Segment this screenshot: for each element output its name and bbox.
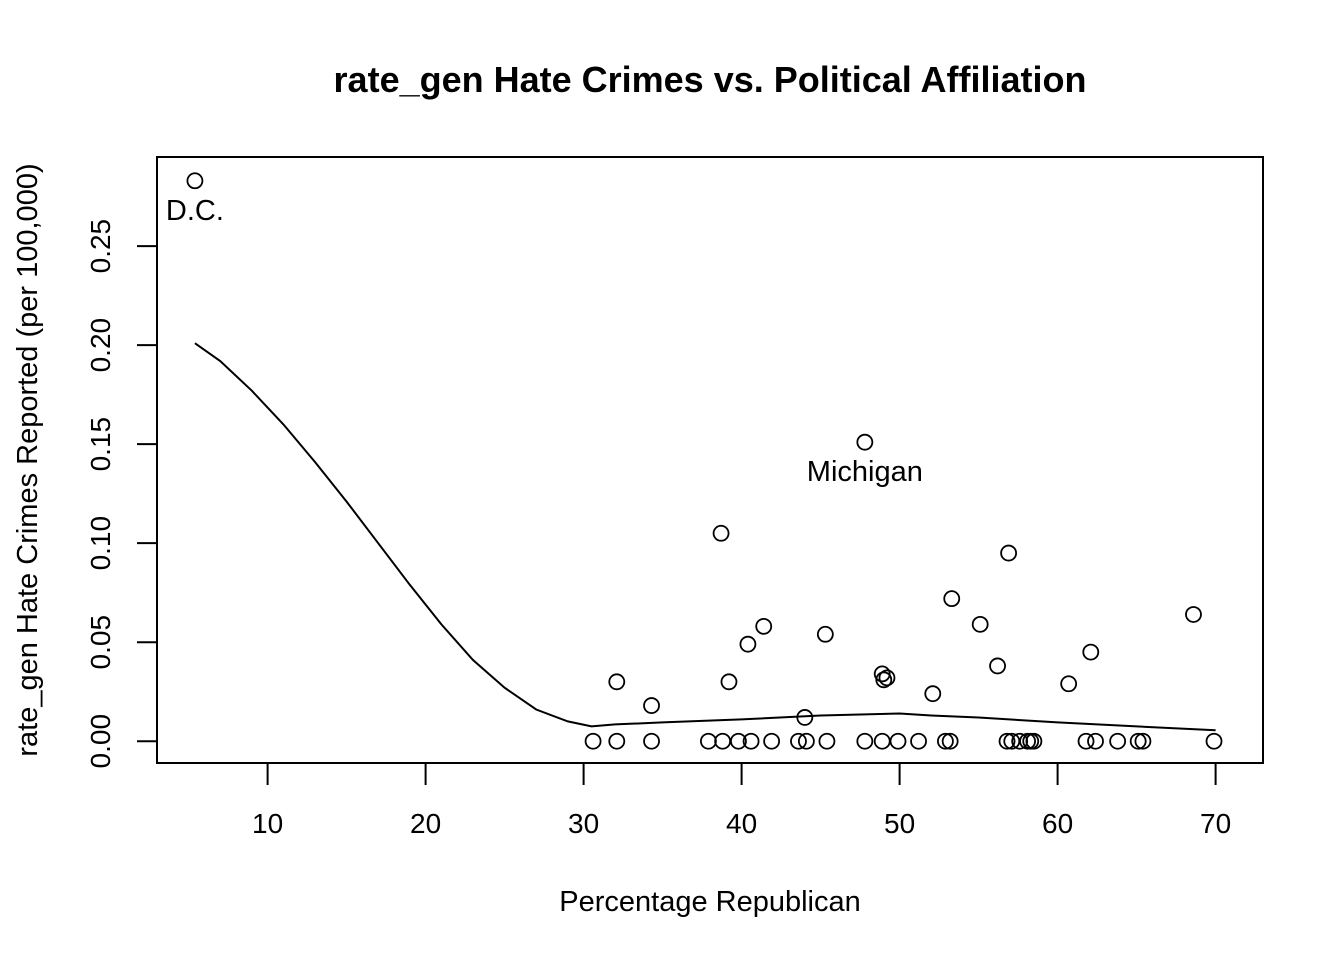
data-point bbox=[998, 732, 1016, 750]
data-point bbox=[937, 732, 954, 750]
data-point bbox=[1087, 732, 1104, 750]
x-tick-label: 30 bbox=[568, 808, 599, 839]
data-point bbox=[1022, 732, 1040, 750]
data-point bbox=[712, 524, 730, 542]
data-point bbox=[818, 732, 836, 750]
data-point bbox=[943, 590, 961, 608]
data-point bbox=[730, 732, 747, 750]
data-point bbox=[1077, 732, 1095, 750]
data-point bbox=[1060, 675, 1078, 693]
x-axis-label: Percentage Republican bbox=[559, 886, 860, 918]
y-tick-label: 0.00 bbox=[85, 714, 116, 769]
smooth-trend-line bbox=[194, 342, 1216, 732]
data-point bbox=[1000, 544, 1018, 562]
x-tick-label: 70 bbox=[1200, 808, 1231, 839]
x-tick-label: 20 bbox=[410, 808, 441, 839]
y-axis: 0.00 0.05 0.10 0.15 0.20 0.25 bbox=[85, 219, 158, 769]
annotations: D.C. Michigan bbox=[166, 195, 923, 488]
data-point bbox=[790, 732, 807, 750]
point-annotation: D.C. bbox=[166, 195, 224, 227]
data-point bbox=[910, 732, 927, 750]
data-point bbox=[186, 172, 204, 190]
data-point bbox=[755, 617, 773, 635]
data-point bbox=[763, 732, 781, 750]
data-point bbox=[714, 732, 732, 750]
data-point bbox=[796, 709, 814, 726]
data-point bbox=[1205, 732, 1223, 750]
y-tick-label: 0.20 bbox=[85, 318, 116, 373]
y-tick-label: 0.15 bbox=[85, 417, 116, 472]
x-axis: 10 20 30 40 50 60 70 bbox=[252, 762, 1231, 839]
data-point bbox=[889, 732, 907, 750]
y-axis-label: rate_gen Hate Crimes Reported (per 100,0… bbox=[12, 163, 44, 756]
data-point bbox=[1185, 606, 1202, 623]
data-point bbox=[1134, 732, 1152, 750]
data-point bbox=[1109, 732, 1127, 750]
data-point bbox=[878, 669, 896, 687]
data-point bbox=[1025, 732, 1043, 750]
data-point bbox=[797, 732, 815, 750]
data-point bbox=[720, 673, 738, 691]
data-point bbox=[742, 732, 760, 750]
data-point bbox=[1082, 643, 1100, 661]
data-point bbox=[856, 732, 874, 750]
data-point bbox=[875, 671, 893, 689]
y-tick-label: 0.05 bbox=[85, 615, 116, 670]
x-tick-label: 10 bbox=[252, 808, 283, 839]
data-point bbox=[584, 732, 602, 750]
data-point bbox=[1129, 732, 1147, 750]
data-point bbox=[856, 433, 874, 451]
data-point bbox=[700, 732, 717, 750]
data-point bbox=[816, 625, 834, 643]
x-tick-label: 60 bbox=[1042, 808, 1073, 839]
data-point bbox=[924, 685, 942, 703]
data-point bbox=[971, 615, 989, 633]
plot-frame bbox=[156, 156, 1264, 764]
y-tick-label: 0.10 bbox=[85, 516, 116, 571]
x-tick-label: 40 bbox=[726, 808, 757, 839]
y-tick-label: 0.25 bbox=[85, 219, 116, 274]
data-point bbox=[739, 635, 757, 653]
data-point bbox=[941, 732, 959, 750]
point-annotation: Michigan bbox=[807, 456, 923, 488]
data-points bbox=[186, 172, 1223, 750]
data-point bbox=[873, 732, 891, 750]
x-tick-label: 50 bbox=[884, 808, 915, 839]
data-point bbox=[989, 657, 1006, 675]
data-point bbox=[608, 732, 626, 750]
data-point bbox=[643, 732, 660, 750]
chart-title: rate_gen Hate Crimes vs. Political Affil… bbox=[334, 59, 1087, 100]
data-point bbox=[643, 697, 660, 714]
data-point bbox=[608, 673, 626, 691]
